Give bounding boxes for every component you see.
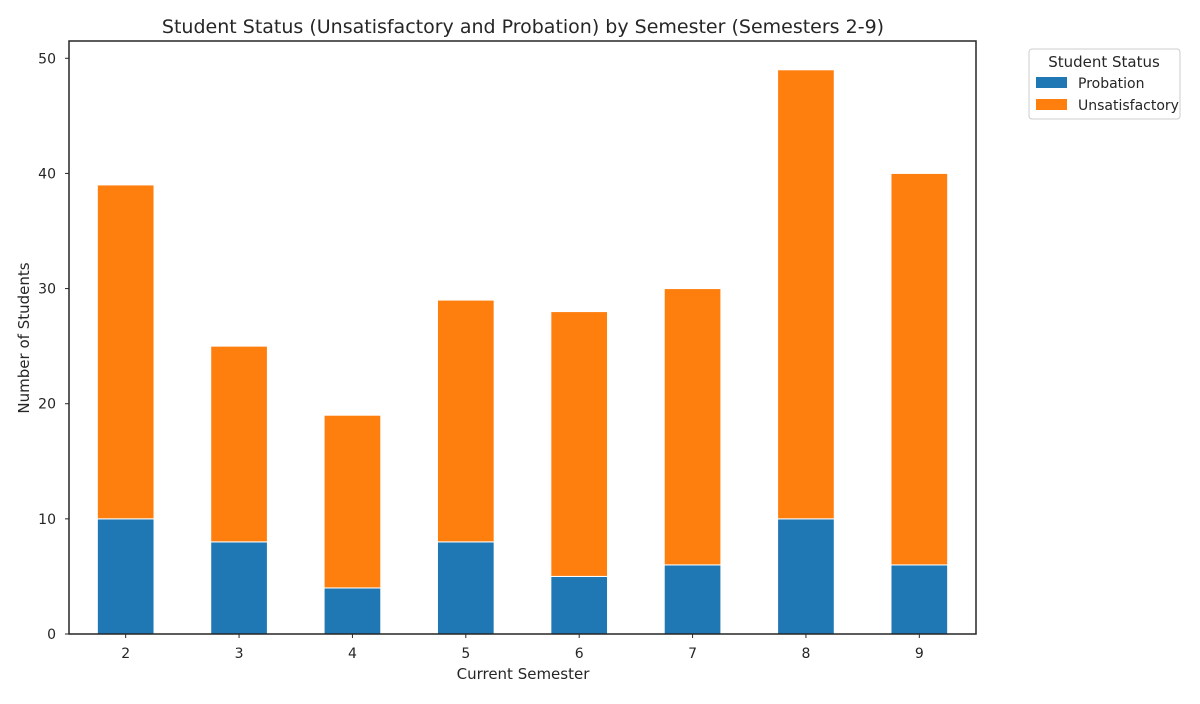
bar-unsatisfactory-semester-3 [210, 345, 268, 543]
bar-probation-semester-2 [96, 518, 155, 635]
bar-unsatisfactory-semester-4 [323, 414, 382, 589]
bar-probation-semester-7 [663, 564, 722, 635]
y-tick-label: 0 [47, 627, 56, 643]
bar-unsatisfactory-semester-9 [890, 172, 949, 566]
plot-frame [68, 40, 977, 635]
bar-unsatisfactory-semester-5 [436, 299, 495, 543]
x-tick-label: 3 [235, 646, 244, 662]
x-axis-label: Current Semester [457, 665, 591, 683]
chart-title: Student Status (Unsatisfactory and Proba… [162, 16, 884, 38]
bar-probation-semester-8 [777, 518, 835, 635]
y-tick-label: 20 [38, 397, 56, 413]
legend-items: Probation Unsatisfactory [1036, 76, 1179, 114]
bar-unsatisfactory-semester-2 [96, 184, 155, 520]
bar-probation-semester-5 [436, 541, 495, 635]
bar-probation-semester-6 [550, 575, 609, 635]
bar-unsatisfactory-semester-6 [550, 311, 609, 577]
x-tick-label: 9 [915, 646, 924, 662]
x-tick-label: 5 [461, 646, 470, 662]
legend-title: Student Status [1048, 53, 1160, 71]
x-tick-label: 4 [348, 646, 357, 662]
bar-unsatisfactory-semester-8 [777, 69, 835, 520]
bar-probation-semester-9 [890, 564, 949, 635]
bar-unsatisfactory-semester-7 [663, 288, 722, 566]
x-tick-label: 6 [575, 646, 584, 662]
y-tick-label: 40 [38, 166, 56, 182]
bar-probation-semester-4 [323, 587, 382, 635]
legend-swatch-unsatisfactory [1036, 99, 1067, 110]
ticks-group: 2 3 4 5 6 7 8 9 0 10 20 30 40 50 [38, 51, 924, 662]
legend-label-probation: Probation [1078, 76, 1145, 92]
y-tick-label: 10 [38, 512, 56, 528]
x-tick-label: 8 [801, 646, 810, 662]
x-tick-label: 2 [121, 646, 130, 662]
legend: Student Status Probation Unsatisfactory [1028, 48, 1181, 120]
y-tick-label: 30 [38, 282, 56, 298]
legend-label-unsatisfactory: Unsatisfactory [1078, 98, 1179, 114]
bars-group [96, 69, 949, 635]
y-axis-label: Number of Students [15, 262, 33, 413]
y-tick-label: 50 [38, 51, 56, 67]
legend-swatch-probation [1036, 77, 1067, 88]
bar-probation-semester-3 [210, 541, 268, 635]
x-tick-label: 7 [688, 646, 697, 662]
